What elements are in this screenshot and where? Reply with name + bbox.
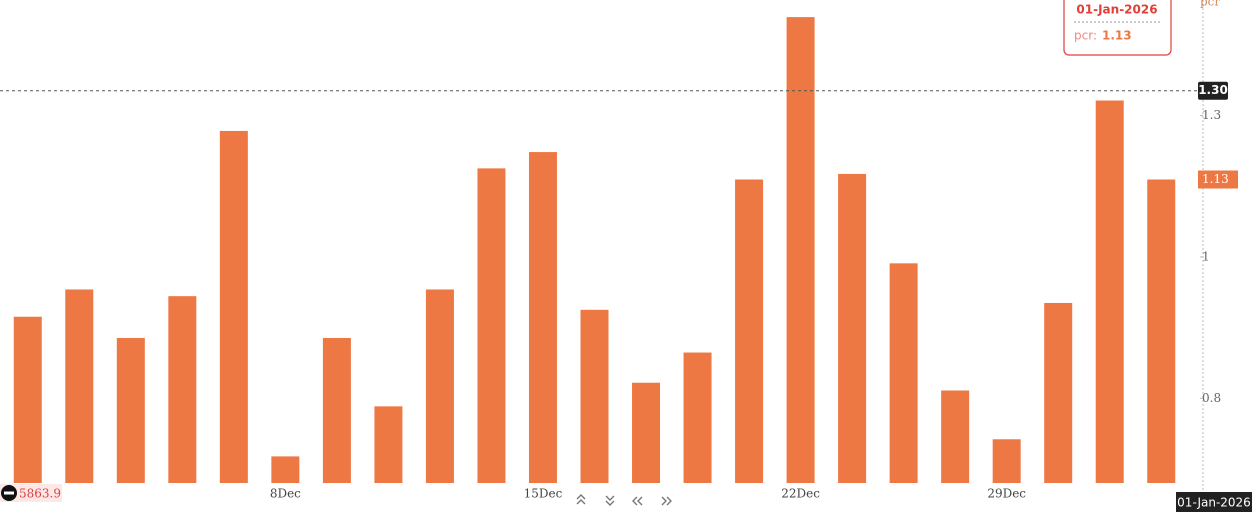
- scroll-up[interactable]: [576, 494, 586, 505]
- tooltip-label: pcr:: [1074, 29, 1097, 43]
- tooltip-value: 1.13: [1102, 29, 1132, 43]
- bar: [941, 390, 970, 483]
- bar: [322, 337, 351, 483]
- scroll-left[interactable]: [632, 496, 643, 506]
- nav-icons[interactable]: [576, 494, 672, 506]
- last-value: 1.13: [1202, 172, 1229, 186]
- crosshair-value: 1.30: [1198, 83, 1228, 97]
- x-crosshair-label: 01-Jan-2026: [1177, 496, 1251, 510]
- bar: [683, 352, 712, 483]
- bar: [425, 289, 454, 483]
- y-tick-label: 1.3: [1202, 108, 1221, 122]
- x-crosshair-badge: [1176, 492, 1252, 512]
- bar: [992, 439, 1021, 483]
- y-axis-label: pcr: [1200, 0, 1220, 9]
- bar: [168, 296, 197, 483]
- x-tick-label: 8Dec: [270, 487, 301, 501]
- scroll-right[interactable]: [661, 496, 672, 506]
- bar: [116, 337, 145, 483]
- x-tick-label: 22Dec: [781, 487, 820, 501]
- footer-value-box: 5863.9: [0, 484, 62, 502]
- scroll-down[interactable]: [605, 495, 615, 506]
- bar: [13, 316, 42, 483]
- bar: [632, 382, 661, 483]
- tooltip: 01-Jan-2026 pcr: 1.13: [1063, 0, 1172, 56]
- bar: [271, 456, 300, 483]
- bar: [889, 263, 918, 483]
- bar: [786, 17, 815, 483]
- bar: [219, 130, 248, 484]
- icon: [4, 491, 14, 495]
- tooltip-box: [1063, 0, 1172, 56]
- bar: [477, 168, 506, 483]
- bar: [528, 152, 557, 483]
- bar: [1147, 179, 1176, 483]
- x-tick-label: 15Dec: [524, 487, 563, 501]
- x-tick-label: 29Dec: [987, 487, 1026, 501]
- last-value-badge: [1198, 170, 1238, 189]
- footer-value: 5863.9: [19, 487, 61, 501]
- y-tick-label: 1: [1202, 249, 1210, 263]
- bar: [1095, 100, 1124, 483]
- bar: [838, 173, 867, 483]
- bar: [580, 309, 609, 483]
- bar: [374, 406, 403, 483]
- bar: [735, 179, 764, 483]
- y-tick-label: 0.8: [1202, 391, 1221, 405]
- crosshair-badge: [1198, 81, 1228, 100]
- bar: [65, 289, 94, 483]
- bar: [1044, 302, 1073, 483]
- tooltip-date: 01-Jan-2026: [1076, 3, 1157, 17]
